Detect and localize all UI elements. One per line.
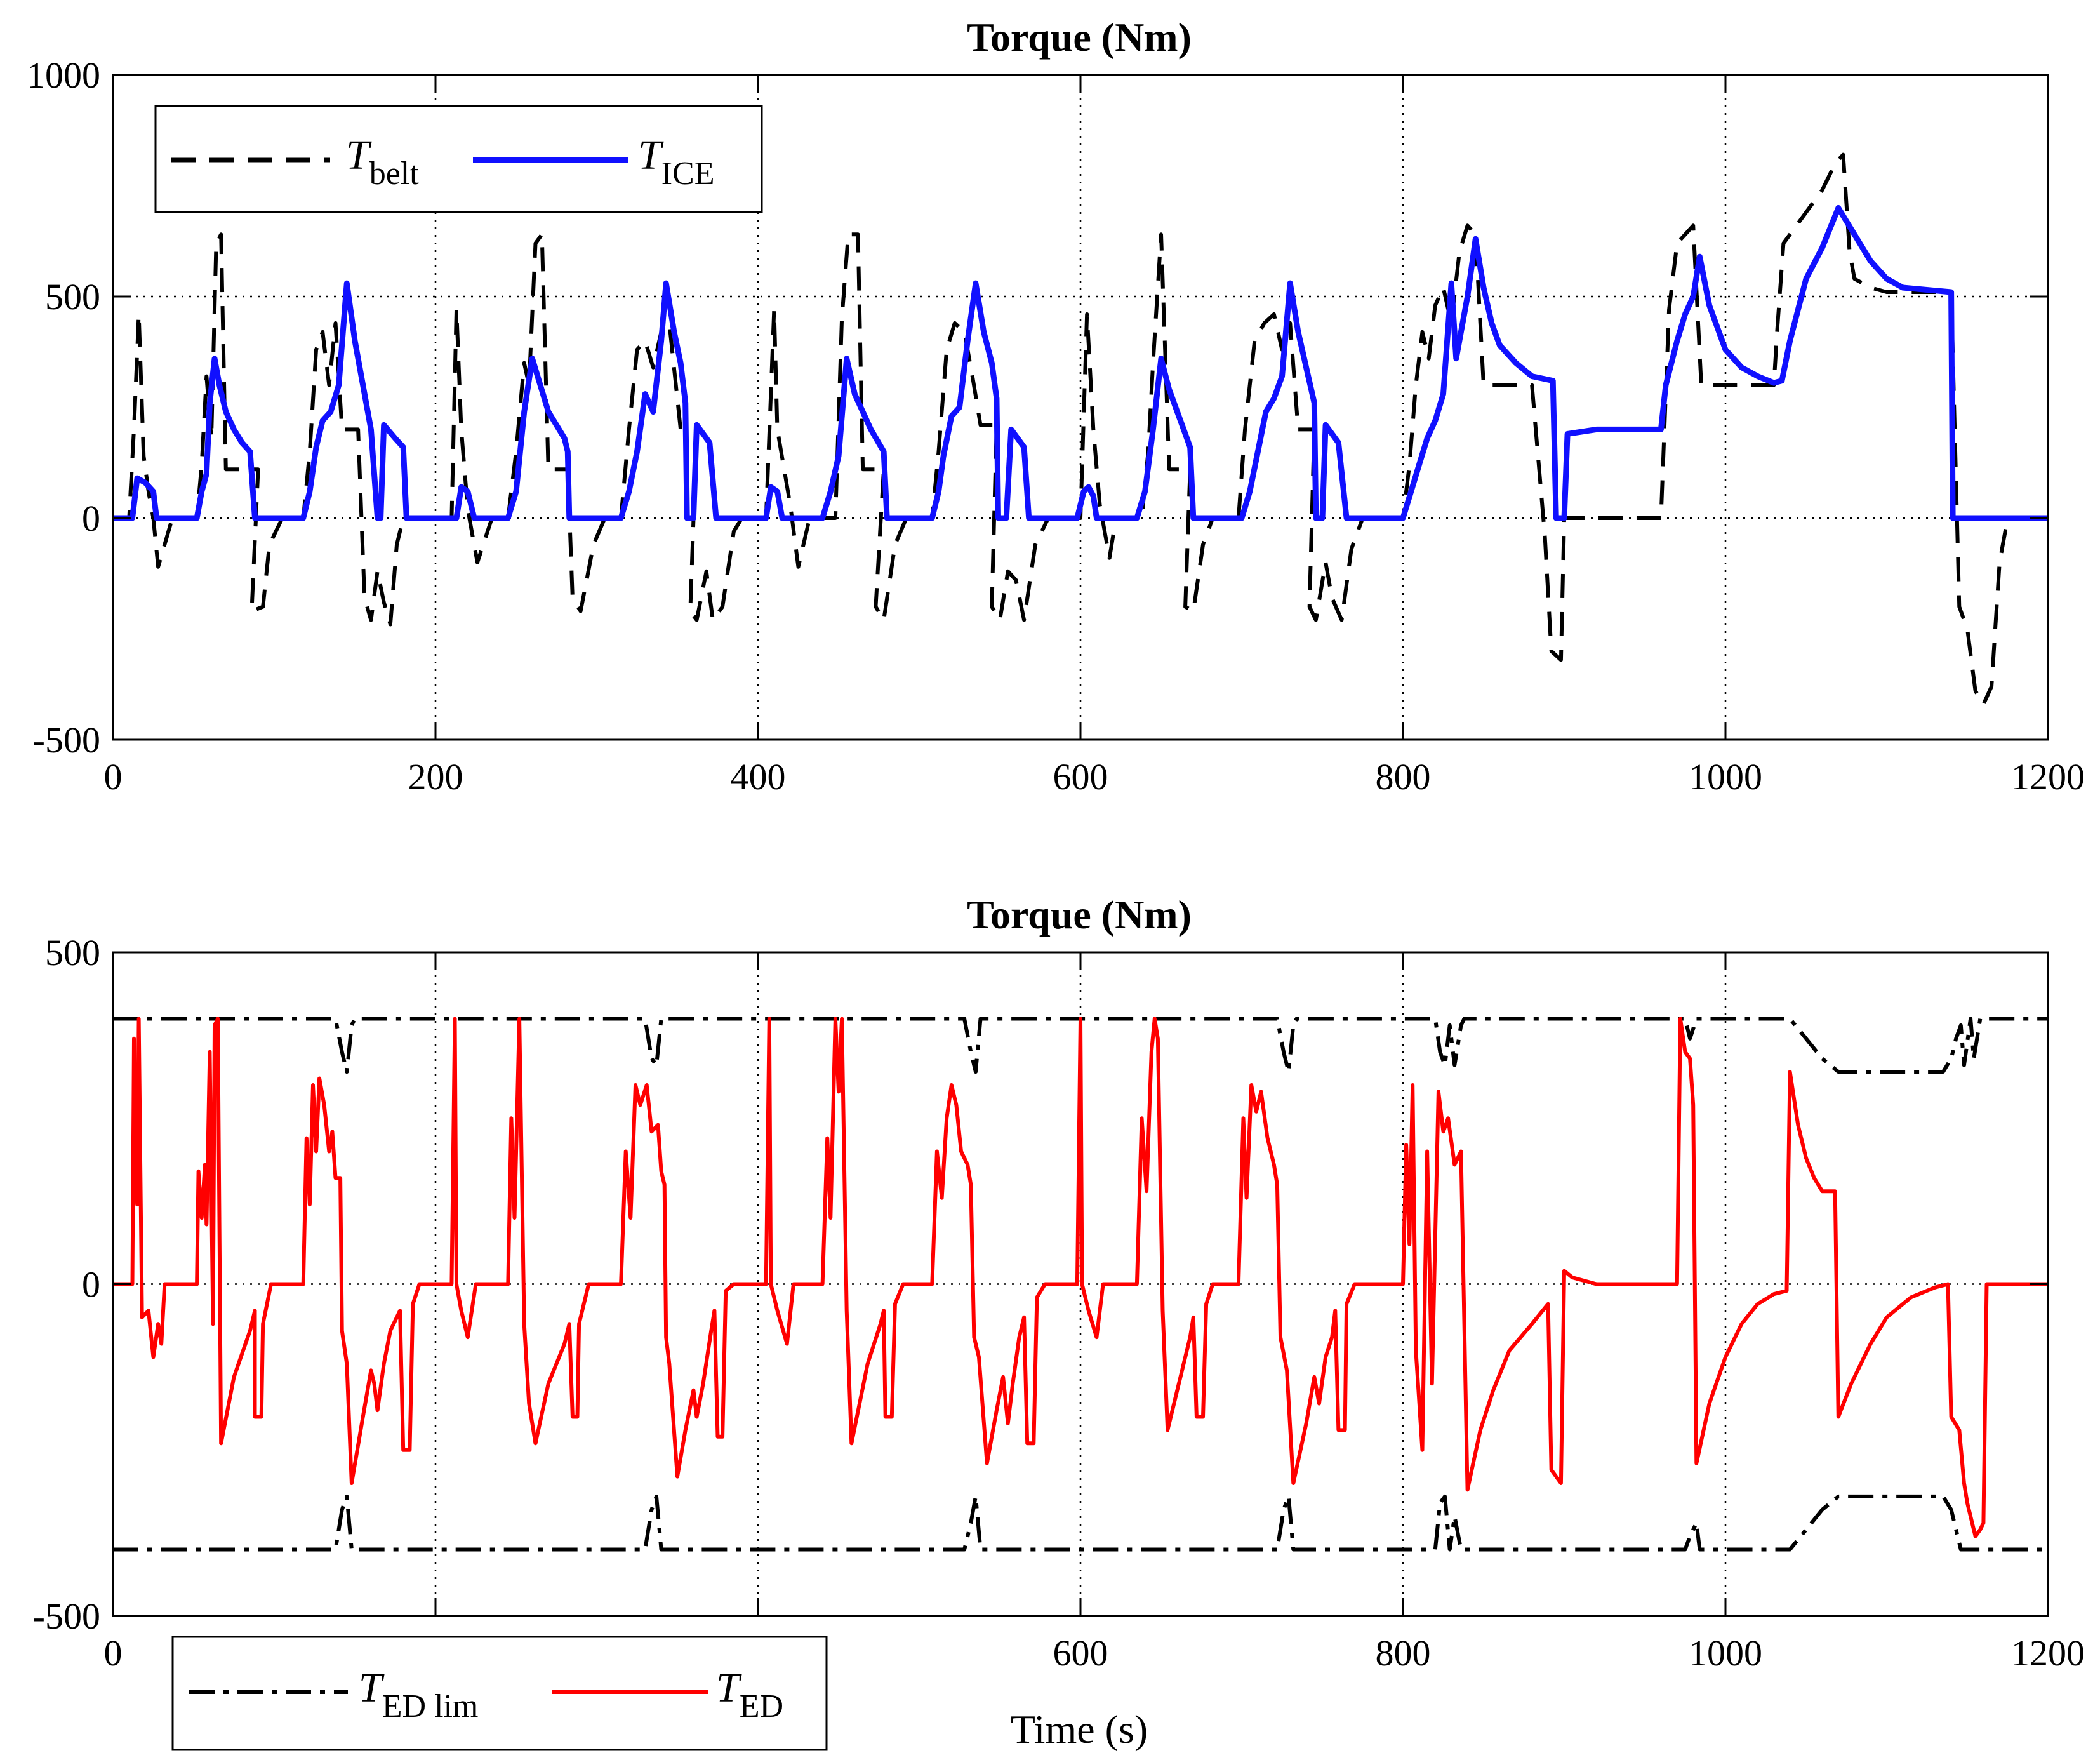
legend-label-t-belt: Tbelt — [346, 132, 419, 192]
top-subplot-title: Torque (Nm) — [967, 15, 1192, 60]
x-axis-label: Time (s) — [1011, 1707, 1148, 1752]
x-tick-label: 1200 — [2011, 1632, 2085, 1674]
x-tick-label: 1200 — [2011, 756, 2085, 797]
top-legend: Tbelt TICE — [154, 105, 763, 213]
x-tick-label: 0 — [104, 756, 123, 797]
y-tick-label: 500 — [45, 932, 100, 973]
legend-label-t-ed-lim: TED lim — [359, 1665, 478, 1724]
y-tick-label: 500 — [45, 276, 100, 317]
legend-label-t-ice: TICE — [638, 132, 714, 192]
top-series — [113, 152, 2048, 707]
bottom-subplot-title: Torque (Nm) — [967, 892, 1192, 937]
y-tick-label: -500 — [33, 719, 100, 761]
x-tick-label: 1000 — [1689, 1632, 1762, 1674]
top-subplot: Torque (Nm) 0 200 400 600 800 1000 1200-500050… — [27, 15, 2085, 797]
bottom-series — [113, 1017, 2048, 1552]
series-line-t-belt — [113, 152, 2048, 707]
legend-label-t-ed: TED — [716, 1665, 783, 1724]
series-line-t-ed-lim-lower — [113, 1494, 2048, 1552]
y-tick-label: -500 — [33, 1596, 100, 1637]
series-line-t-ed-lim-upper — [113, 1017, 2048, 1074]
y-tick-label: 0 — [82, 498, 100, 539]
x-tick-label: 400 — [731, 756, 786, 797]
series-line-t-ice — [113, 204, 2048, 521]
x-tick-label: 0 — [104, 1632, 123, 1674]
x-tick-label: 800 — [1376, 756, 1431, 797]
x-tick-label: 200 — [408, 756, 463, 797]
x-tick-label: 800 — [1376, 1632, 1431, 1674]
y-tick-label: 1000 — [27, 55, 100, 96]
x-tick-label: 600 — [1053, 1632, 1108, 1674]
y-tick-label: 0 — [82, 1264, 100, 1305]
bottom-subplot: Torque (Nm) 020040060080010001200-500050… — [33, 892, 2085, 1752]
bottom-legend: TED lim TED — [171, 1636, 828, 1751]
x-tick-label: 1000 — [1689, 756, 1762, 797]
bottom-legend-box — [171, 1636, 828, 1751]
series-line-t-ed — [113, 1017, 2048, 1538]
x-tick-label: 600 — [1053, 756, 1108, 797]
